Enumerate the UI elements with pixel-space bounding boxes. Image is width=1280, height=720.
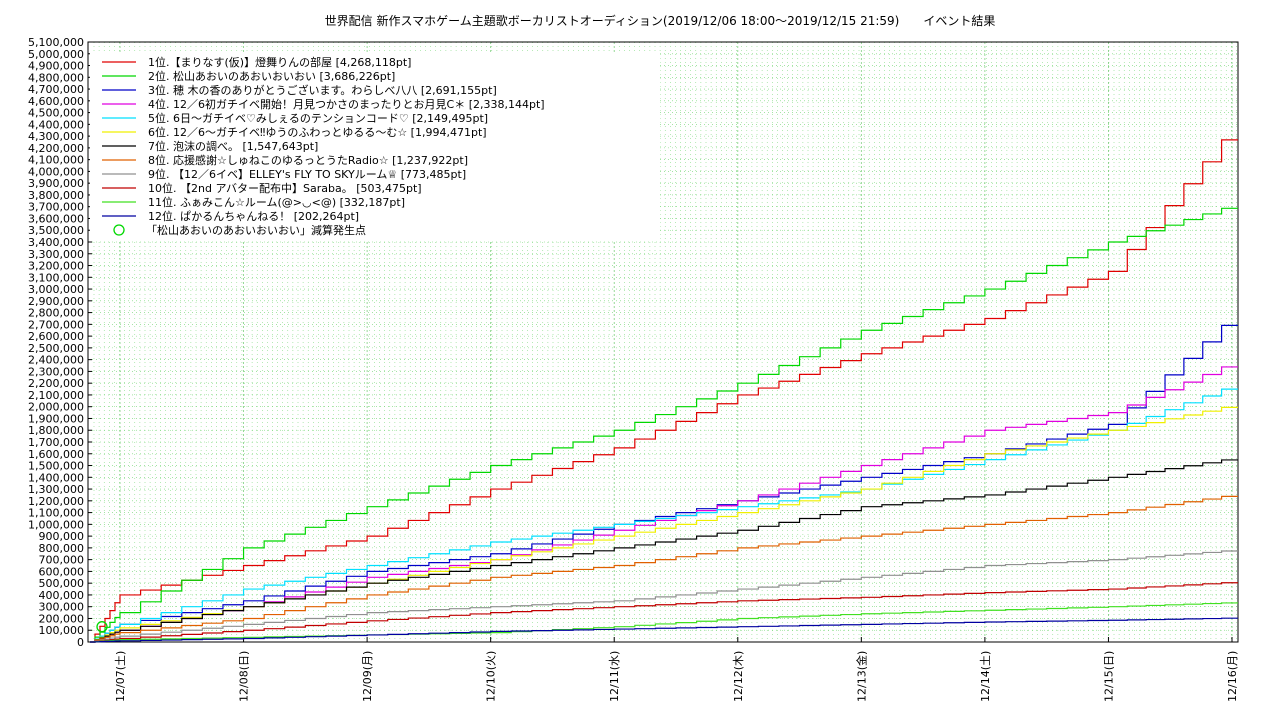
- x-tick-label: 12/07(土): [114, 651, 127, 702]
- y-tick-label: 5,100,000: [28, 36, 84, 49]
- x-tick-label: 12/09(月): [361, 651, 374, 702]
- y-tick-label: 1,300,000: [28, 483, 84, 496]
- y-tick-label: 3,500,000: [28, 224, 84, 237]
- y-tick-label: 3,900,000: [28, 177, 84, 190]
- decrease-marker: [96, 621, 108, 633]
- y-tick-label: 4,300,000: [28, 130, 84, 143]
- y-tick-label: 2,900,000: [28, 295, 84, 308]
- y-tick-label: 1,000,000: [28, 518, 84, 531]
- y-tick-label: 700,000: [39, 554, 85, 567]
- legend-label: 4位. 12／6初ガチイベ開始！月見つかさのまったりとお月見C＊ [2,338,…: [148, 97, 545, 111]
- y-tick-label: 3,300,000: [28, 248, 84, 261]
- legend-box: [90, 52, 660, 240]
- y-tick-label: 2,700,000: [28, 318, 84, 331]
- y-tick-label: 4,800,000: [28, 71, 84, 84]
- y-tick-label: 1,200,000: [28, 495, 84, 508]
- y-tick-label: 400,000: [39, 589, 85, 602]
- y-tick-label: 500,000: [39, 577, 85, 590]
- series-line: [90, 617, 1238, 643]
- x-tick-label: 12/12(木): [732, 651, 745, 702]
- y-tick-label: 4,500,000: [28, 107, 84, 120]
- series-lines: [90, 139, 1238, 643]
- y-tick-label: 3,700,000: [28, 201, 84, 214]
- y-tick-label: 2,000,000: [28, 401, 84, 414]
- y-tick-label: 1,900,000: [28, 412, 84, 425]
- y-tick-label: 4,100,000: [28, 154, 84, 167]
- series-line: [90, 495, 1238, 643]
- chart-title: 世界配信 新作スマホゲーム主題歌ボーカリストオーディション(2019/12/06…: [325, 13, 996, 28]
- legend: 1位.【まりなす(仮)】燈舞りんの部屋 [4,268,118pt]2位. 松山あ…: [90, 52, 660, 240]
- y-tick-label: 3,800,000: [28, 189, 84, 202]
- series-line: [90, 139, 1238, 643]
- series-line: [90, 207, 1238, 643]
- y-tick-label: 4,400,000: [28, 118, 84, 131]
- y-tick-label: 3,400,000: [28, 236, 84, 249]
- y-tick-label: 600,000: [39, 565, 85, 578]
- y-tick-label: 3,200,000: [28, 260, 84, 273]
- y-tick-label: 1,800,000: [28, 424, 84, 437]
- x-tick-label: 12/16(月): [1226, 651, 1239, 702]
- x-tick-label: 12/13(金): [854, 651, 868, 702]
- y-tick-label: 2,100,000: [28, 389, 84, 402]
- x-tick-label: 12/08(日): [238, 651, 251, 702]
- legend-label: 11位. ふぁみこん☆ルーム(@>◡<@) [332,187pt]: [148, 195, 405, 209]
- legend-marker-label: 「松山あおいのあおいおいおい」減算発生点: [146, 223, 366, 237]
- legend-label: 12位. ぱかるんちゃんねる！ [202,264pt]: [148, 209, 359, 223]
- series-line: [90, 459, 1238, 643]
- y-tick-label: 900,000: [39, 530, 85, 543]
- y-tick-label: 4,000,000: [28, 165, 84, 178]
- y-tick-label: 800,000: [39, 542, 85, 555]
- axes: 0100,000200,000300,000400,000500,000600,…: [28, 36, 1239, 702]
- x-tick-label: 12/15(日): [1102, 651, 1115, 702]
- plot-frame: [87, 41, 1239, 643]
- y-tick-label: 2,200,000: [28, 377, 84, 390]
- markers: [96, 621, 108, 633]
- y-tick-label: 0: [77, 636, 84, 649]
- y-tick-label: 2,400,000: [28, 354, 84, 367]
- legend-label: 8位. 応援感謝☆しゅねこのゆるっとうたRadio☆ [1,237,922pt]: [148, 153, 468, 167]
- legend-label: 1位.【まりなす(仮)】燈舞りんの部屋 [4,268,118pt]: [148, 55, 411, 69]
- x-tick-label: 12/10(火): [485, 651, 498, 702]
- x-tick-label: 12/14(土): [979, 651, 992, 702]
- legend-label: 6位. 12／6～ガチイベ‼ゆうのふわっとゆるる～む☆ [1,994,471pt…: [148, 125, 487, 139]
- y-tick-label: 4,900,000: [28, 60, 84, 73]
- y-tick-label: 2,800,000: [28, 307, 84, 320]
- y-tick-label: 1,600,000: [28, 448, 84, 461]
- y-tick-label: 1,400,000: [28, 471, 84, 484]
- y-tick-label: 4,200,000: [28, 142, 84, 155]
- y-tick-label: 3,600,000: [28, 212, 84, 225]
- x-tick-label: 12/11(水): [608, 651, 621, 702]
- y-tick-label: 1,700,000: [28, 436, 84, 449]
- legend-label: 2位. 松山あおいのあおいおいおい [3,686,226pt]: [148, 69, 395, 83]
- y-tick-label: 3,000,000: [28, 283, 84, 296]
- y-tick-label: 100,000: [39, 624, 85, 637]
- legend-label: 5位. 6日～ガチイベ♡みしぇるのテンションコード♡ [2,149,495pt]: [148, 111, 488, 125]
- y-tick-label: 2,500,000: [28, 342, 84, 355]
- series-line: [90, 602, 1238, 643]
- legend-label: 9位. 【12／6イベ】ELLEY's FLY TO SKYルーム♕ [773,…: [148, 167, 466, 181]
- y-tick-label: 1,100,000: [28, 507, 84, 520]
- y-tick-label: 1,500,000: [28, 460, 84, 473]
- y-tick-label: 4,700,000: [28, 83, 84, 96]
- y-tick-label: 2,300,000: [28, 365, 84, 378]
- series-line: [90, 550, 1238, 643]
- y-tick-label: 200,000: [39, 612, 85, 625]
- legend-label: 10位. 【2nd アバター配布中】Saraba。 [503,475pt]: [148, 181, 422, 195]
- y-tick-label: 4,600,000: [28, 95, 84, 108]
- y-tick-label: 2,600,000: [28, 330, 84, 343]
- series-line: [90, 388, 1238, 643]
- y-tick-label: 5,000,000: [28, 48, 84, 61]
- legend-marker-icon: [113, 224, 125, 236]
- series-line: [90, 582, 1238, 643]
- legend-label: 7位. 泡沫の調べ。 [1,547,643pt]: [148, 139, 318, 153]
- y-tick-label: 3,100,000: [28, 271, 84, 284]
- legend-label: 3位. 穂 木の香のありがとうございます。わらしべ八八 [2,691,155pt…: [148, 83, 497, 97]
- y-tick-label: 300,000: [39, 601, 85, 614]
